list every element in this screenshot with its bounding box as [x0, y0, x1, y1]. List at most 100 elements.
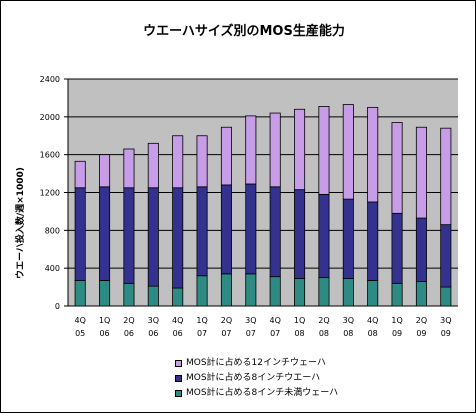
- bar-segment: [123, 187, 135, 284]
- bar-segment: [415, 126, 427, 219]
- bar-segment: [123, 148, 135, 189]
- bar-segment: [74, 280, 86, 307]
- bar-segment: [415, 281, 427, 307]
- bar-segment: [172, 187, 184, 289]
- x-tick-label-quarter: 1Q: [99, 316, 110, 325]
- x-tick-label-quarter: 2Q: [221, 316, 232, 325]
- bar-segment: [269, 276, 281, 307]
- x-tick-label-year: 09: [416, 329, 426, 338]
- legend: MOS計に占める12インチウェーハ MOS計に占める8インチウエーハ MOS計に占め…: [175, 356, 338, 401]
- y-tick-label: 2400: [40, 75, 60, 84]
- legend-swatch: [175, 360, 182, 367]
- bar-segment: [220, 126, 232, 186]
- bar-segment: [269, 112, 281, 188]
- bar-segment: [147, 142, 159, 189]
- y-tick-label: 400: [45, 264, 60, 273]
- x-tick-label-year: 07: [197, 329, 207, 338]
- bar-segment: [391, 282, 403, 307]
- bar-segment: [367, 106, 379, 203]
- x-tick-label-quarter: 1Q: [196, 316, 207, 325]
- bar-segment: [220, 184, 232, 275]
- bar-segment: [318, 193, 330, 279]
- bar-segment: [367, 280, 379, 307]
- legend-label: MOS計に占める8インチウエーハ: [186, 373, 321, 383]
- bar-segment: [342, 198, 354, 279]
- x-tick-label-quarter: 4Q: [367, 316, 378, 325]
- y-tick-label: 2000: [40, 113, 60, 122]
- bar-segment: [342, 278, 354, 307]
- bar-segment: [391, 212, 403, 284]
- bar-segment: [440, 286, 452, 307]
- x-tick-label-year: 08: [319, 329, 329, 338]
- x-tick-label-year: 08: [368, 329, 378, 338]
- bar-segment: [220, 273, 232, 307]
- bar-segment: [245, 273, 257, 307]
- bar-segment: [123, 282, 135, 307]
- x-tick-label-year: 06: [173, 329, 183, 338]
- legend-item: MOS計に占める8インチ未満ウェーハ: [175, 386, 338, 401]
- y-tick-label: 0: [55, 302, 60, 311]
- legend-label: MOS計に占める8インチ未満ウェーハ: [186, 388, 339, 398]
- legend-swatch: [175, 375, 182, 382]
- bar-segment: [99, 280, 111, 307]
- y-axis-label: ウエーハ投入数/週×1000): [14, 167, 26, 279]
- bar-segment: [99, 186, 111, 281]
- bar-segment: [196, 275, 208, 307]
- x-tick-label-year: 07: [221, 329, 231, 338]
- x-tick-label-quarter: 3Q: [343, 316, 354, 325]
- bar-segment: [415, 217, 427, 282]
- x-tick-label-quarter: 3Q: [245, 316, 256, 325]
- bar-segment: [172, 287, 184, 307]
- x-tick-label-year: 05: [75, 329, 85, 338]
- legend-item: MOS計に占める12インチウェーハ: [175, 356, 338, 371]
- bar-segment: [440, 127, 452, 226]
- x-tick-label-quarter: 1Q: [294, 316, 305, 325]
- x-tick-label-year: 08: [343, 329, 353, 338]
- y-tick-label: 1200: [40, 189, 60, 198]
- x-tick-label-year: 06: [124, 329, 134, 338]
- x-tick-label-quarter: 2Q: [318, 316, 329, 325]
- bar-segment: [245, 115, 257, 185]
- bar-segment: [196, 135, 208, 188]
- bar-segment: [196, 186, 208, 277]
- legend-item: MOS計に占める8インチウエーハ: [175, 371, 338, 386]
- bar-segment: [99, 154, 111, 188]
- bar-segment: [147, 187, 159, 287]
- bar-segment: [294, 278, 306, 307]
- bar-segment: [367, 201, 379, 281]
- x-tick-label-quarter: 2Q: [123, 316, 134, 325]
- x-tick-label-year: 06: [148, 329, 158, 338]
- bar-segment: [74, 187, 86, 281]
- x-tick-label-quarter: 3Q: [148, 316, 159, 325]
- x-tick-label-quarter: 4Q: [269, 316, 280, 325]
- bar-segment: [318, 106, 330, 195]
- x-tick-label-quarter: 3Q: [440, 316, 451, 325]
- y-tick-label: 800: [45, 226, 60, 235]
- x-tick-label-year: 06: [99, 329, 109, 338]
- legend-label: MOS計に占める12インチウェーハ: [186, 358, 326, 368]
- x-tick-label-quarter: 4Q: [172, 316, 183, 325]
- bar-segment: [294, 108, 306, 191]
- x-tick-label-quarter: 2Q: [416, 316, 427, 325]
- x-tick-label-year: 08: [294, 329, 304, 338]
- bar-segment: [147, 285, 159, 307]
- bar-segment: [172, 135, 184, 189]
- x-tick-label-year: 09: [441, 329, 451, 338]
- plot-area: 0 400 800 1200 1600 2000 2400 4Q 05 1Q 06 2Q 06 3Q 06 4…: [40, 75, 458, 338]
- bar-segment: [342, 104, 354, 200]
- y-tick-label: 1600: [40, 151, 60, 160]
- bar-segment: [440, 224, 452, 288]
- bar-segment: [269, 186, 281, 278]
- x-tick-label-year: 07: [246, 329, 256, 338]
- legend-swatch: [175, 390, 182, 397]
- x-tick-label-year: 07: [270, 329, 280, 338]
- bar-segment: [245, 183, 257, 275]
- x-tick-label-quarter: 1Q: [391, 316, 402, 325]
- bar-segment: [294, 189, 306, 279]
- x-tick-label-quarter: 4Q: [74, 316, 85, 325]
- chart-title: ウエーハサイズ別のMOS生産能力: [143, 23, 345, 39]
- bar-segment: [318, 277, 330, 307]
- bar-segment: [74, 160, 86, 189]
